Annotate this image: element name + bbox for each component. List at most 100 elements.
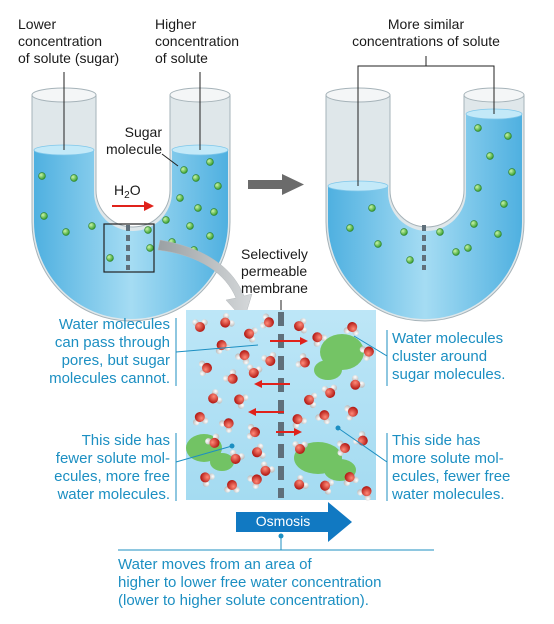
sugar-molecule-icon	[374, 240, 382, 248]
sugar-molecule-icon	[470, 220, 478, 228]
sugar-molecule-icon	[194, 204, 202, 212]
sugar-molecule-icon	[400, 228, 408, 236]
sugar-molecule-icon	[38, 172, 46, 180]
callout-lines	[118, 318, 434, 551]
water-molecule-icon	[357, 486, 372, 501]
sugar-molecule-icon	[504, 132, 512, 140]
sugar-molecule-icon	[210, 208, 218, 216]
water-molecule-icon	[321, 384, 338, 398]
transition-arrow	[248, 174, 304, 195]
water-molecule-icon	[260, 461, 275, 476]
water-molecule-icon	[219, 418, 234, 433]
sugar-molecule-icon	[452, 248, 460, 256]
magnified-view	[186, 310, 376, 501]
osmosis-arrow	[236, 502, 352, 542]
sugar-molecule-icon	[146, 244, 154, 252]
left-sugar-molecules	[38, 158, 222, 262]
water-molecule-icon	[229, 449, 245, 464]
water-molecule-icon	[337, 440, 350, 456]
h2o-label: H2O	[114, 182, 141, 204]
sugar-molecule-icon	[70, 174, 78, 182]
zoom-box	[103, 223, 155, 273]
water-molecule-icon	[200, 472, 215, 487]
sugar-molecule-icon	[494, 230, 502, 238]
water-molecule-icon	[224, 480, 240, 493]
more-solute-label: This side has more solute mol- ecules, f…	[392, 432, 511, 503]
water-molecule-icon	[244, 327, 258, 343]
sugar-molecule-icon	[40, 212, 48, 220]
sugar-molecule-icon	[436, 228, 444, 236]
water-molecule-icon	[350, 375, 365, 390]
sugar-molecule-icon	[486, 152, 494, 160]
h2o-arrow	[112, 201, 154, 211]
water-pores-label: Water molecules can pass through pores, …	[49, 316, 170, 387]
water-molecule-icon	[292, 441, 308, 454]
zoom-arrow	[157, 239, 253, 321]
water-molecule-icon	[247, 364, 263, 378]
sugar-molecule-icon	[144, 226, 152, 234]
water-molecule-icon	[320, 479, 334, 495]
sugar-molecule-label: Sugar molecule	[105, 124, 162, 157]
water-molecule-icon	[235, 350, 250, 365]
sugar-molecule-icon	[176, 194, 184, 202]
water-molecule-icon	[246, 423, 260, 440]
higher-concentration-label: Higher concentration of solute	[155, 16, 240, 66]
sugar-molecule-icon	[206, 158, 214, 166]
conclusion-label: Water moves from an area of higher to lo…	[118, 556, 382, 609]
sugar-molecule-icon	[474, 124, 482, 132]
water-molecule-icon	[220, 313, 235, 328]
water-molecule-icon	[198, 360, 212, 376]
sugar-molecule-icon	[192, 174, 200, 182]
water-molecule-icon	[294, 475, 309, 490]
sugar-molecule-icon	[180, 166, 188, 174]
left-tube-water	[34, 150, 228, 319]
h2o-h: H	[114, 182, 125, 198]
sugar-molecule-icon	[186, 222, 194, 230]
water-molecule-icon	[315, 410, 330, 425]
water-molecule-icon	[247, 474, 262, 489]
water-molecule-icon	[192, 319, 208, 332]
sugar-molecule-icon	[406, 256, 414, 264]
water-molecule-icon	[344, 405, 358, 421]
similar-concentration-label: More similar concentrations of solute	[352, 16, 500, 49]
water-molecule-icon	[343, 322, 359, 336]
water-molecule-icon	[260, 313, 274, 329]
water-molecule-icon	[234, 394, 249, 409]
fewer-solute-label: This side has fewer solute mol- ecules, …	[54, 432, 170, 503]
water-molecule-icon	[208, 389, 223, 404]
sugar-molecule-icon	[368, 204, 376, 212]
sugar-molecule-icon	[62, 228, 70, 236]
sugar-molecule-icon	[500, 200, 508, 208]
h2o-subscript: 2	[124, 190, 130, 201]
sugar-molecule-icon	[346, 224, 354, 232]
sugar-molecule-icon	[206, 232, 214, 240]
water-cluster-label: Water molecules cluster around sugar mol…	[392, 330, 506, 383]
water-molecule-icon	[261, 351, 277, 366]
sugar-molecule-icon	[508, 168, 516, 176]
membrane-label: Selectively permeable membrane	[241, 246, 308, 296]
water-flow-arrows	[248, 337, 308, 436]
water-molecule-icon	[205, 433, 220, 448]
sugar-molecule-icon	[474, 184, 482, 192]
h2o-o: O	[129, 182, 141, 198]
right-u-tube	[325, 87, 525, 322]
sugar-molecule-icon	[214, 182, 222, 190]
water-molecule-icon	[304, 392, 318, 409]
water-molecule-icon	[292, 414, 307, 429]
right-sugar-molecules	[346, 124, 516, 264]
top-leader-lines	[63, 56, 495, 186]
water-molecule-icon	[294, 318, 308, 334]
left-u-tube	[31, 87, 231, 322]
water-molecule-icon	[252, 443, 266, 459]
water-molecule-icon	[295, 353, 310, 368]
water-molecule-icon	[312, 332, 327, 347]
sugar-molecule-icon	[88, 222, 96, 230]
sugar-molecule-icon	[106, 254, 114, 262]
lower-concentration-label: Lower concentration of solute (sugar)	[18, 16, 120, 66]
water-molecule-icon	[359, 346, 374, 361]
sugar-molecule-icon	[464, 244, 472, 252]
water-molecule-icon	[343, 472, 359, 486]
sugar-molecule-icon	[162, 216, 170, 224]
water-molecule-icon	[192, 412, 209, 426]
